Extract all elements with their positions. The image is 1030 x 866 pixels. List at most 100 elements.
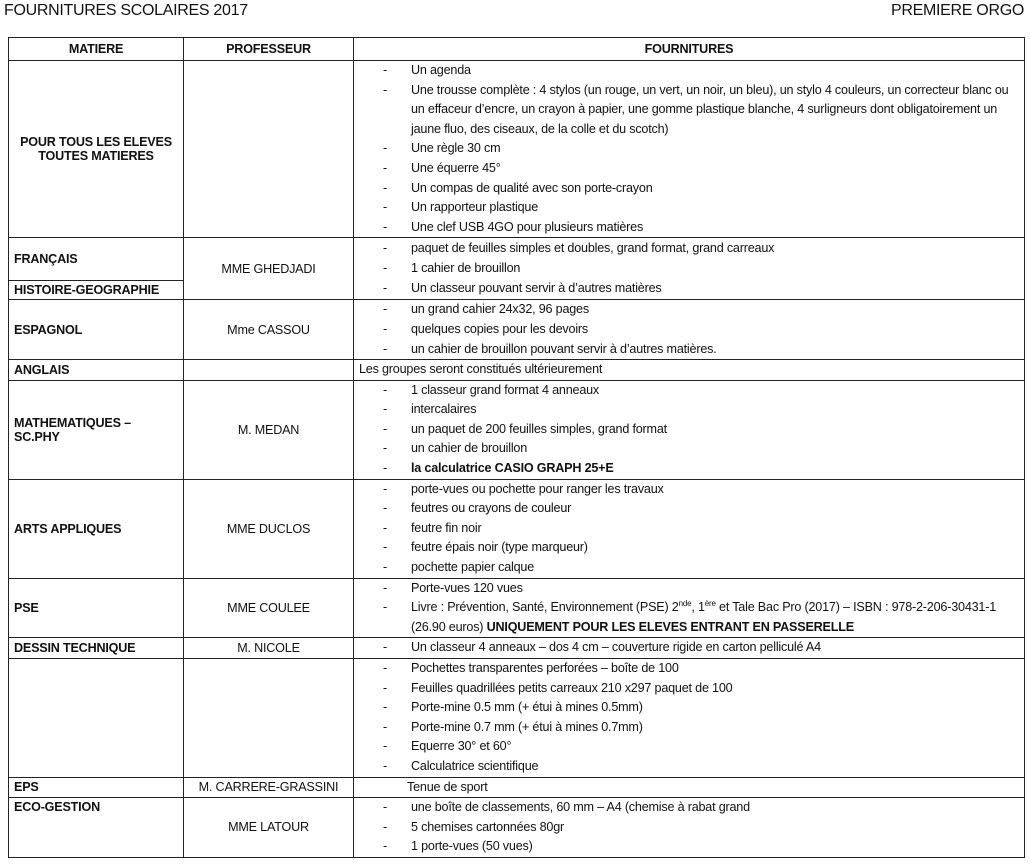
subject-name: ANGLAIS [8,359,184,381]
supply-text: Pochettes transparentes perforées – boît… [411,660,679,675]
teacher-name: MME GHEDJADI [183,237,354,301]
supply-item: - Une trousse complète : 4 stylos (un rou… [359,81,1019,140]
bullet-dash: - [383,261,387,276]
supply-text: Un classeur 4 anneaux – dos 4 cm – couve… [411,640,821,655]
supplies-cell: - 1 classeur grand format 4 anneaux - inter… [353,379,1025,480]
supply-text: porte-vues ou pochette pour ranger les t… [411,481,664,496]
supply-text: un grand cahier 24x32, 96 pages [411,302,589,317]
supply-item: - feutre fin noir [359,519,1019,539]
supply-text: UNIQUEMENT POUR LES ELEVES ENTRANT EN PA… [486,619,855,634]
supplies-list: - une boîte de classements, 60 mm – A4 (c… [359,798,1019,857]
bullet-dash: - [383,63,387,77]
supply-item: - Porte-mine 0.7 mm (+ étui à mines 0.7mm… [359,718,1019,738]
bullet-dash: - [383,321,387,336]
supplies-list: - un grand cahier 24x32, 96 pages - quelque… [359,300,1019,359]
subject-name: POUR TOUS LES ELEVES TOUTES MATIERES [8,59,184,239]
subject-name [8,657,184,778]
supply-text: Porte-mine 0.7 mm (+ étui à mines 0.7mm) [411,719,643,734]
bullet-dash: - [383,82,387,97]
supply-text: nde [678,598,692,608]
bullet-dash: - [383,660,387,675]
bullet-dash: - [383,839,387,854]
supply-text: ère [704,598,716,608]
bullet-dash: - [383,481,387,496]
supplies-cell: - Porte-vues 120 vues - Livre : Prévention,… [353,577,1025,639]
bullet-dash: - [383,141,387,156]
supply-text: un cahier de brouillon pouvant servir à … [411,341,717,356]
supplies-cell: - paquet de feuilles simples et doubles, … [353,237,1025,301]
supplies-list: - paquet de feuilles simples et doubles, … [359,239,1019,298]
table-header-row: MATIERE PROFESSEUR FOURNITURES [8,37,1025,61]
subject-name: MATHEMATIQUES – SC.PHY [8,379,184,480]
supply-text: pochette papier calque [411,559,535,574]
teacher-name [183,59,354,239]
supply-item: - Porte-mine 0.5 mm (+ étui à mines 0.5mm… [359,698,1019,718]
supply-item: - Pochettes transparentes perforées – boî… [359,659,1019,679]
supply-text: Une équerre 45° [411,160,501,175]
supply-item: - Une clef USB 4GO pour plusieurs matière… [359,218,1019,238]
table-row: PSE MME COULEE - Porte-vues 120 vues - Livre … [8,577,1025,639]
bullet-dash: - [383,160,387,175]
supply-item: - Un agenda [359,61,1019,81]
bullet-dash: - [383,421,387,436]
supply-text: Feuilles quadrillées petits carreaux 210… [411,680,733,695]
supplies-table: MATIERE PROFESSEUR FOURNITURES POUR TOUS… [8,37,1025,858]
supplies-list: - porte-vues ou pochette pour ranger les … [359,480,1019,578]
bullet-dash: - [383,441,387,456]
supply-text: , 1 [691,600,705,615]
supply-text: et Tale Bac Pro (2017) – ISBN : 978-2-20… [411,600,997,634]
bullet-dash: - [383,559,387,574]
document-title: FOURNITURES SCOLAIRES 2017 [4,2,248,19]
supply-item: - Un classeur pouvant servir à d’autres m… [359,279,1019,299]
supply-text: paquet de feuilles simples et doubles, g… [411,241,775,256]
table-row: ARTS APPLIQUES MME DUCLOS - porte-vues ou p… [8,478,1025,579]
supply-item: - intercalaires [359,400,1019,420]
bullet-dash: - [383,800,387,814]
table-row: FRANÇAIS HISTOIRE-GEOGRAPHIE MME GHEDJADI -… [8,237,1025,301]
supplies-list: - Porte-vues 120 vues - Livre : Prévention,… [359,579,1019,638]
supplies-cell: Les groupes seront constitués ultérieure… [353,359,1025,381]
supplies-note: Tenue de sport [407,779,488,794]
bullet-dash: - [383,719,387,734]
subject-name: EPS [8,776,184,798]
supply-text: une boîte de classements, 60 mm – A4 (ch… [411,800,750,814]
table-row: MATHEMATIQUES – SC.PHY M. MEDAN - 1 classeu… [8,379,1025,480]
bullet-dash: - [383,819,387,834]
supply-item: - un cahier de brouillon pouvant servir à… [359,340,1019,360]
supplies-list: - Pochettes transparentes perforées – boî… [359,659,1019,777]
bullet-dash: - [383,600,387,615]
column-header-matiere: MATIERE [8,37,184,61]
teacher-name: M. CARRERE-GRASSINI [183,776,354,798]
supply-text: feutre épais noir (type marqueur) [411,540,588,555]
supply-text: 5 chemises cartonnées 80gr [411,819,565,834]
supply-text: Un agenda [411,63,471,77]
supply-item: - une boîte de classements, 60 mm – A4 (c… [359,798,1019,818]
supply-item: - Feuilles quadrillées petits carreaux 21… [359,679,1019,699]
supply-text: Un compas de qualité avec son porte-cray… [411,180,653,195]
supply-item: - Un rapporteur plastique [359,198,1019,218]
subject-name: HISTOIRE-GEOGRAPHIE [9,280,183,299]
supply-text: Un classeur pouvant servir à d’autres ma… [411,280,662,295]
supply-text: feutres ou crayons de couleur [411,501,572,516]
supply-item: - Livre : Prévention, Santé, Environnemen… [359,598,1019,637]
supply-text: Porte-mine 0.5 mm (+ étui à mines 0.5mm) [411,700,643,715]
supply-text: feutre fin noir [411,520,482,535]
supplies-cell: - Pochettes transparentes perforées – boî… [353,657,1025,778]
supply-item: - paquet de feuilles simples et doubles, … [359,239,1019,259]
supply-text: Une trousse complète : 4 stylos (un roug… [411,82,1009,136]
bullet-dash: - [383,200,387,215]
bullet-dash: - [383,680,387,695]
supply-text: Livre : Prévention, Santé, Environnement… [411,600,679,615]
supply-item: - Calculatrice scientifique [359,757,1019,777]
table-row: EPS M. CARRERE-GRASSINI Tenue de sport [8,776,1025,798]
supplies-list: - Un classeur 4 anneaux – dos 4 cm – couv… [359,638,1019,658]
teacher-name [183,657,354,778]
table-row: POUR TOUS LES ELEVES TOUTES MATIERES - Un … [8,59,1025,239]
supply-text: un cahier de brouillon [411,441,528,456]
supply-text: 1 classeur grand format 4 anneaux [411,382,600,397]
teacher-name: MME LATOUR [183,797,354,858]
teacher-name: MME DUCLOS [183,478,354,579]
supply-item: - Porte-vues 120 vues [359,579,1019,599]
supplies-note: Les groupes seront constitués ultérieure… [359,362,603,377]
subject-name: PSE [8,577,184,639]
